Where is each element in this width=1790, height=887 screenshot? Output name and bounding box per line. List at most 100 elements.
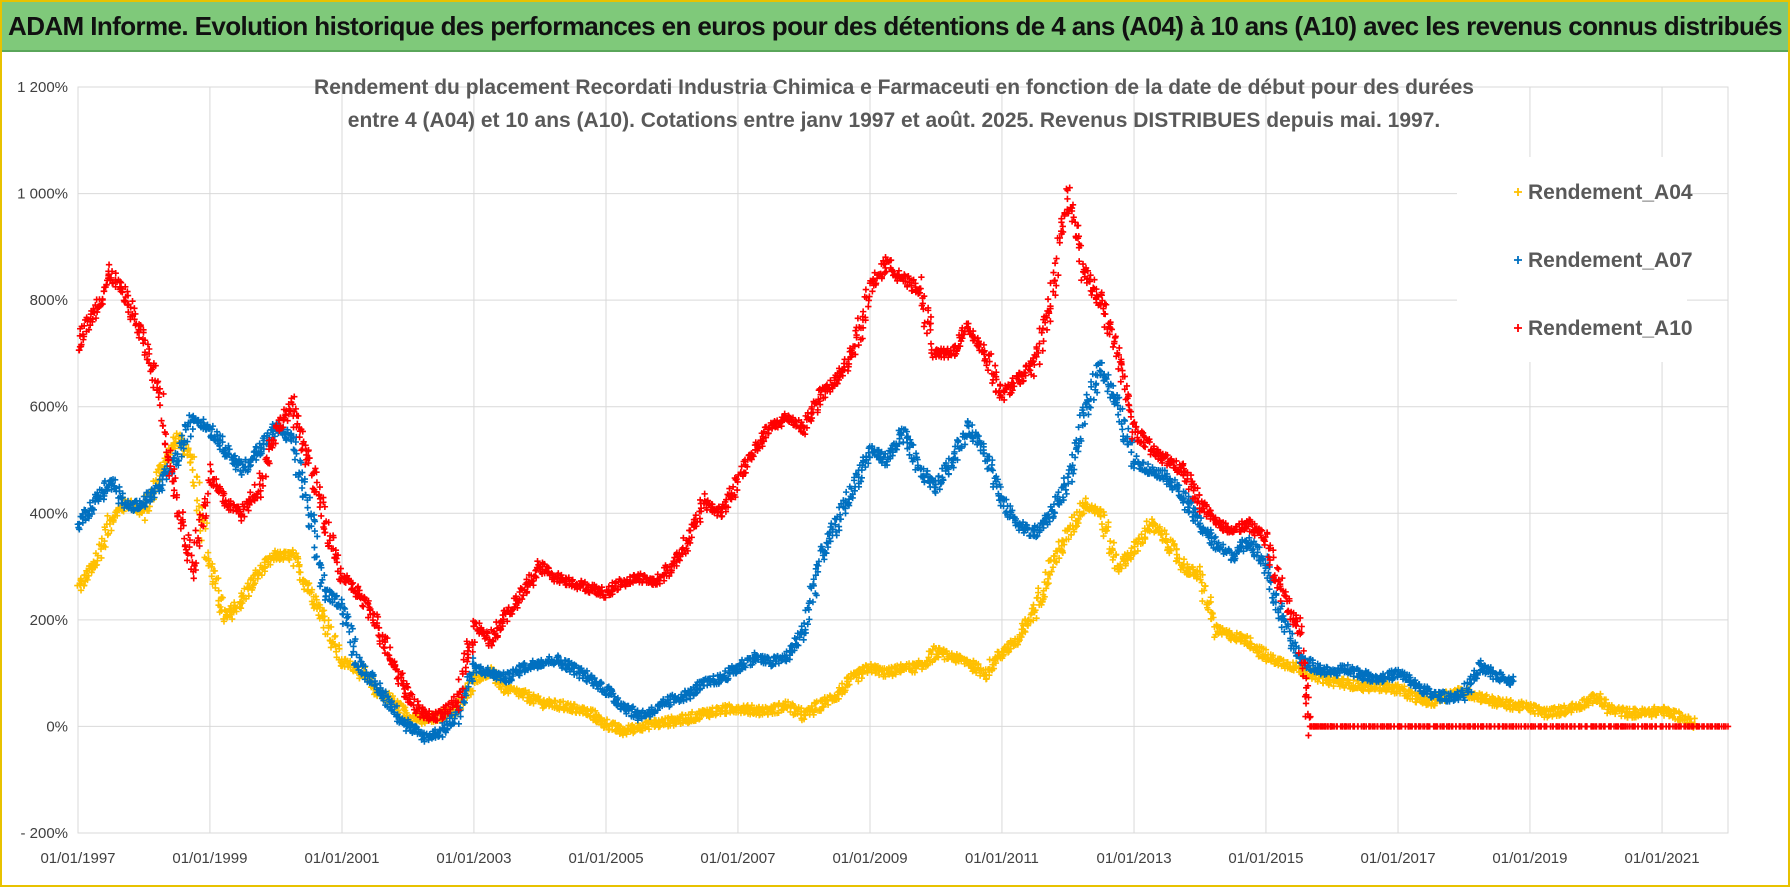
data-point-marker: [212, 584, 219, 592]
data-point-marker: [84, 576, 91, 584]
data-point-marker: [228, 615, 236, 623]
data-point-marker: [688, 708, 696, 716]
data-point-marker: [308, 588, 315, 596]
data-point-marker: [249, 584, 256, 592]
data-point-marker: [754, 707, 761, 714]
data-point-marker: [88, 569, 95, 576]
data-point-marker: [286, 556, 293, 564]
data-point-marker: [190, 453, 198, 461]
data-point-marker: [193, 507, 200, 514]
data-point-marker: [312, 593, 320, 600]
data-point-marker: [591, 707, 599, 714]
data-point-marker: [77, 587, 85, 594]
data-point-marker: [190, 482, 198, 490]
data-point-marker: [612, 728, 620, 735]
data-point-marker: [261, 563, 269, 570]
data-point-marker: [258, 572, 266, 579]
data-point-marker: [211, 567, 219, 575]
data-point-marker: [521, 689, 528, 697]
data-point-marker: [85, 572, 92, 579]
data-point-marker: [92, 562, 99, 569]
data-point-marker: [665, 714, 672, 721]
data-point-marker: [559, 698, 567, 705]
data-point-marker: [105, 530, 112, 537]
data-point-marker: [305, 579, 313, 587]
data-point-marker: [102, 526, 109, 533]
data-point-marker: [610, 720, 617, 727]
data-point-marker: [208, 573, 215, 580]
data-point-marker: [497, 685, 505, 693]
data-point-marker: [110, 518, 117, 526]
data-point-marker: [213, 575, 220, 583]
data-point-marker: [403, 709, 410, 717]
data-point-marker: [108, 527, 115, 534]
data-point-marker: [321, 613, 328, 620]
data-point-marker: [656, 723, 664, 730]
data-point-marker: [332, 632, 339, 640]
data-point-marker: [184, 447, 191, 455]
data-point-marker: [327, 623, 335, 631]
data-point-marker: [203, 519, 211, 527]
data-point-marker: [645, 726, 653, 733]
data-point-marker: [215, 587, 222, 594]
data-point-marker: [104, 512, 111, 520]
header-bar: ADAM Informe. Evolution historique des p…: [2, 2, 1788, 52]
data-point-marker: [193, 497, 201, 504]
plot-area-border: [77, 86, 1729, 834]
data-points: [74, 184, 1732, 745]
data-point-marker: [320, 607, 328, 614]
data-point-marker: [106, 520, 114, 528]
data-point-marker: [603, 716, 611, 723]
data-point-marker: [216, 608, 223, 616]
data-point-marker: [189, 479, 197, 486]
data-point-marker: [316, 601, 324, 609]
data-point-marker: [246, 582, 253, 590]
data-point-marker: [102, 543, 109, 551]
data-point-marker: [552, 697, 559, 704]
data-point-marker: [267, 561, 274, 568]
data-point-marker: [196, 479, 203, 486]
data-point-marker: [525, 689, 533, 696]
data-point-marker: [90, 558, 97, 565]
data-point-marker: [530, 691, 537, 698]
data-point-marker: [209, 560, 216, 568]
data-point-marker: [515, 693, 522, 700]
data-point-marker: [215, 602, 222, 609]
data-point-marker: [289, 546, 296, 554]
grid: [77, 86, 1729, 834]
data-point-marker: [237, 604, 245, 612]
data-point-marker: [205, 555, 212, 563]
data-point-marker: [324, 630, 331, 638]
data-point-marker: [224, 614, 231, 621]
data-point-marker: [233, 608, 240, 615]
data-point-marker: [94, 552, 102, 559]
data-point-marker: [98, 554, 105, 562]
page-title: ADAM Informe. Evolution historique des p…: [8, 10, 1783, 41]
data-point-marker: [245, 592, 253, 600]
data-point-marker: [469, 687, 476, 695]
data-point-marker: [189, 466, 196, 474]
data-point-marker: [335, 642, 343, 649]
data-point-marker: [346, 658, 354, 665]
data-point-marker: [220, 618, 228, 625]
data-point-marker: [751, 706, 758, 713]
data-point-marker: [195, 503, 203, 510]
data-point-marker: [80, 582, 88, 589]
data-point-marker: [695, 716, 703, 723]
data-point-marker: [244, 585, 252, 593]
data-point-marker: [261, 556, 269, 563]
data-point-marker: [722, 707, 729, 715]
data-point-marker: [113, 512, 121, 519]
data-point-marker: [141, 517, 149, 524]
data-point-marker: [294, 558, 302, 566]
data-point-marker: [356, 675, 363, 682]
data-point-marker: [297, 569, 304, 576]
data-point-marker: [325, 616, 332, 624]
data-point-marker: [204, 549, 212, 556]
data-point-marker: [239, 599, 246, 607]
data-point-marker: [748, 702, 756, 709]
data-point-marker: [251, 579, 259, 587]
data-point-marker: [219, 594, 226, 601]
